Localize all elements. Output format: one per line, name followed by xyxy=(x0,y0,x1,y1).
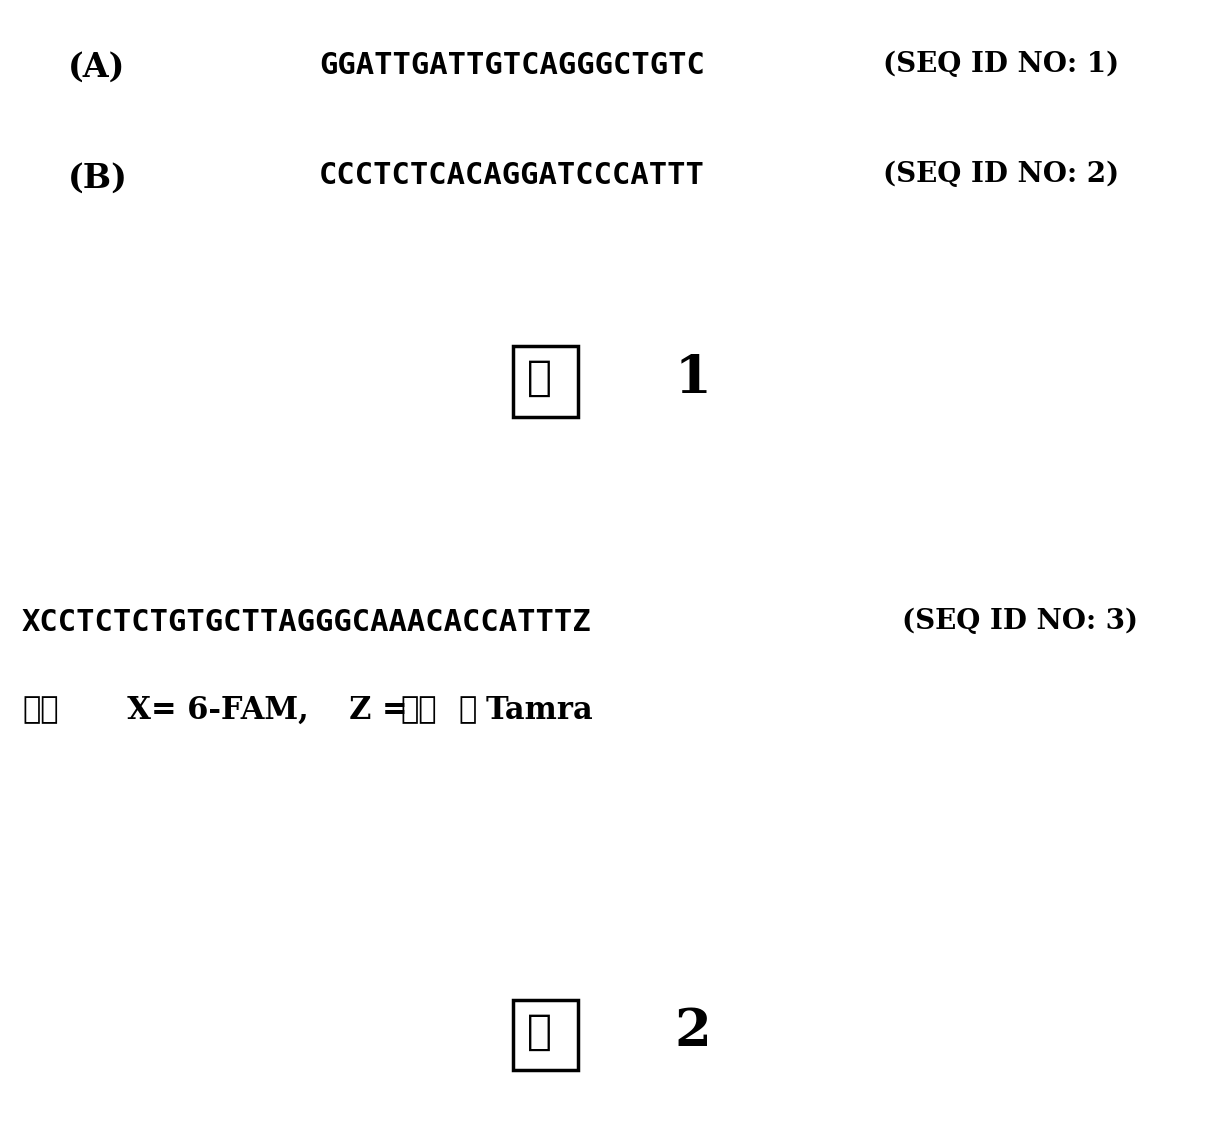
Text: 2: 2 xyxy=(675,1006,712,1056)
Text: (SEQ ID NO: 2): (SEQ ID NO: 2) xyxy=(883,161,1119,189)
Bar xyxy=(513,1000,578,1070)
Text: 冬: 冬 xyxy=(528,1011,552,1052)
Text: 冬: 冬 xyxy=(528,358,552,399)
Text: 接头: 接头 xyxy=(400,695,437,725)
Text: ＋: ＋ xyxy=(459,695,477,725)
Text: Tamra: Tamra xyxy=(486,695,594,726)
Text: X= 6-FAM,: X= 6-FAM, xyxy=(106,695,308,726)
Text: 1: 1 xyxy=(675,353,712,403)
Text: Z =: Z = xyxy=(296,695,418,726)
Text: CCCTCTCACAGGATCCCATTT: CCCTCTCACAGGATCCCATTT xyxy=(319,161,704,191)
Text: (SEQ ID NO: 3): (SEQ ID NO: 3) xyxy=(902,608,1137,635)
Text: (B): (B) xyxy=(67,161,128,194)
Text: GGATTGATTGTCAGGGCTGTC: GGATTGATTGTCAGGGCTGTC xyxy=(319,51,704,81)
Bar xyxy=(513,346,578,417)
Text: (SEQ ID NO: 1): (SEQ ID NO: 1) xyxy=(883,51,1119,78)
Text: 其中: 其中 xyxy=(22,695,59,725)
Text: (A): (A) xyxy=(67,51,125,84)
Text: XCCTCTCTGTGCTTAGGGCAAACACCATTTZ: XCCTCTCTGTGCTTAGGGCAAACACCATTTZ xyxy=(22,608,591,637)
